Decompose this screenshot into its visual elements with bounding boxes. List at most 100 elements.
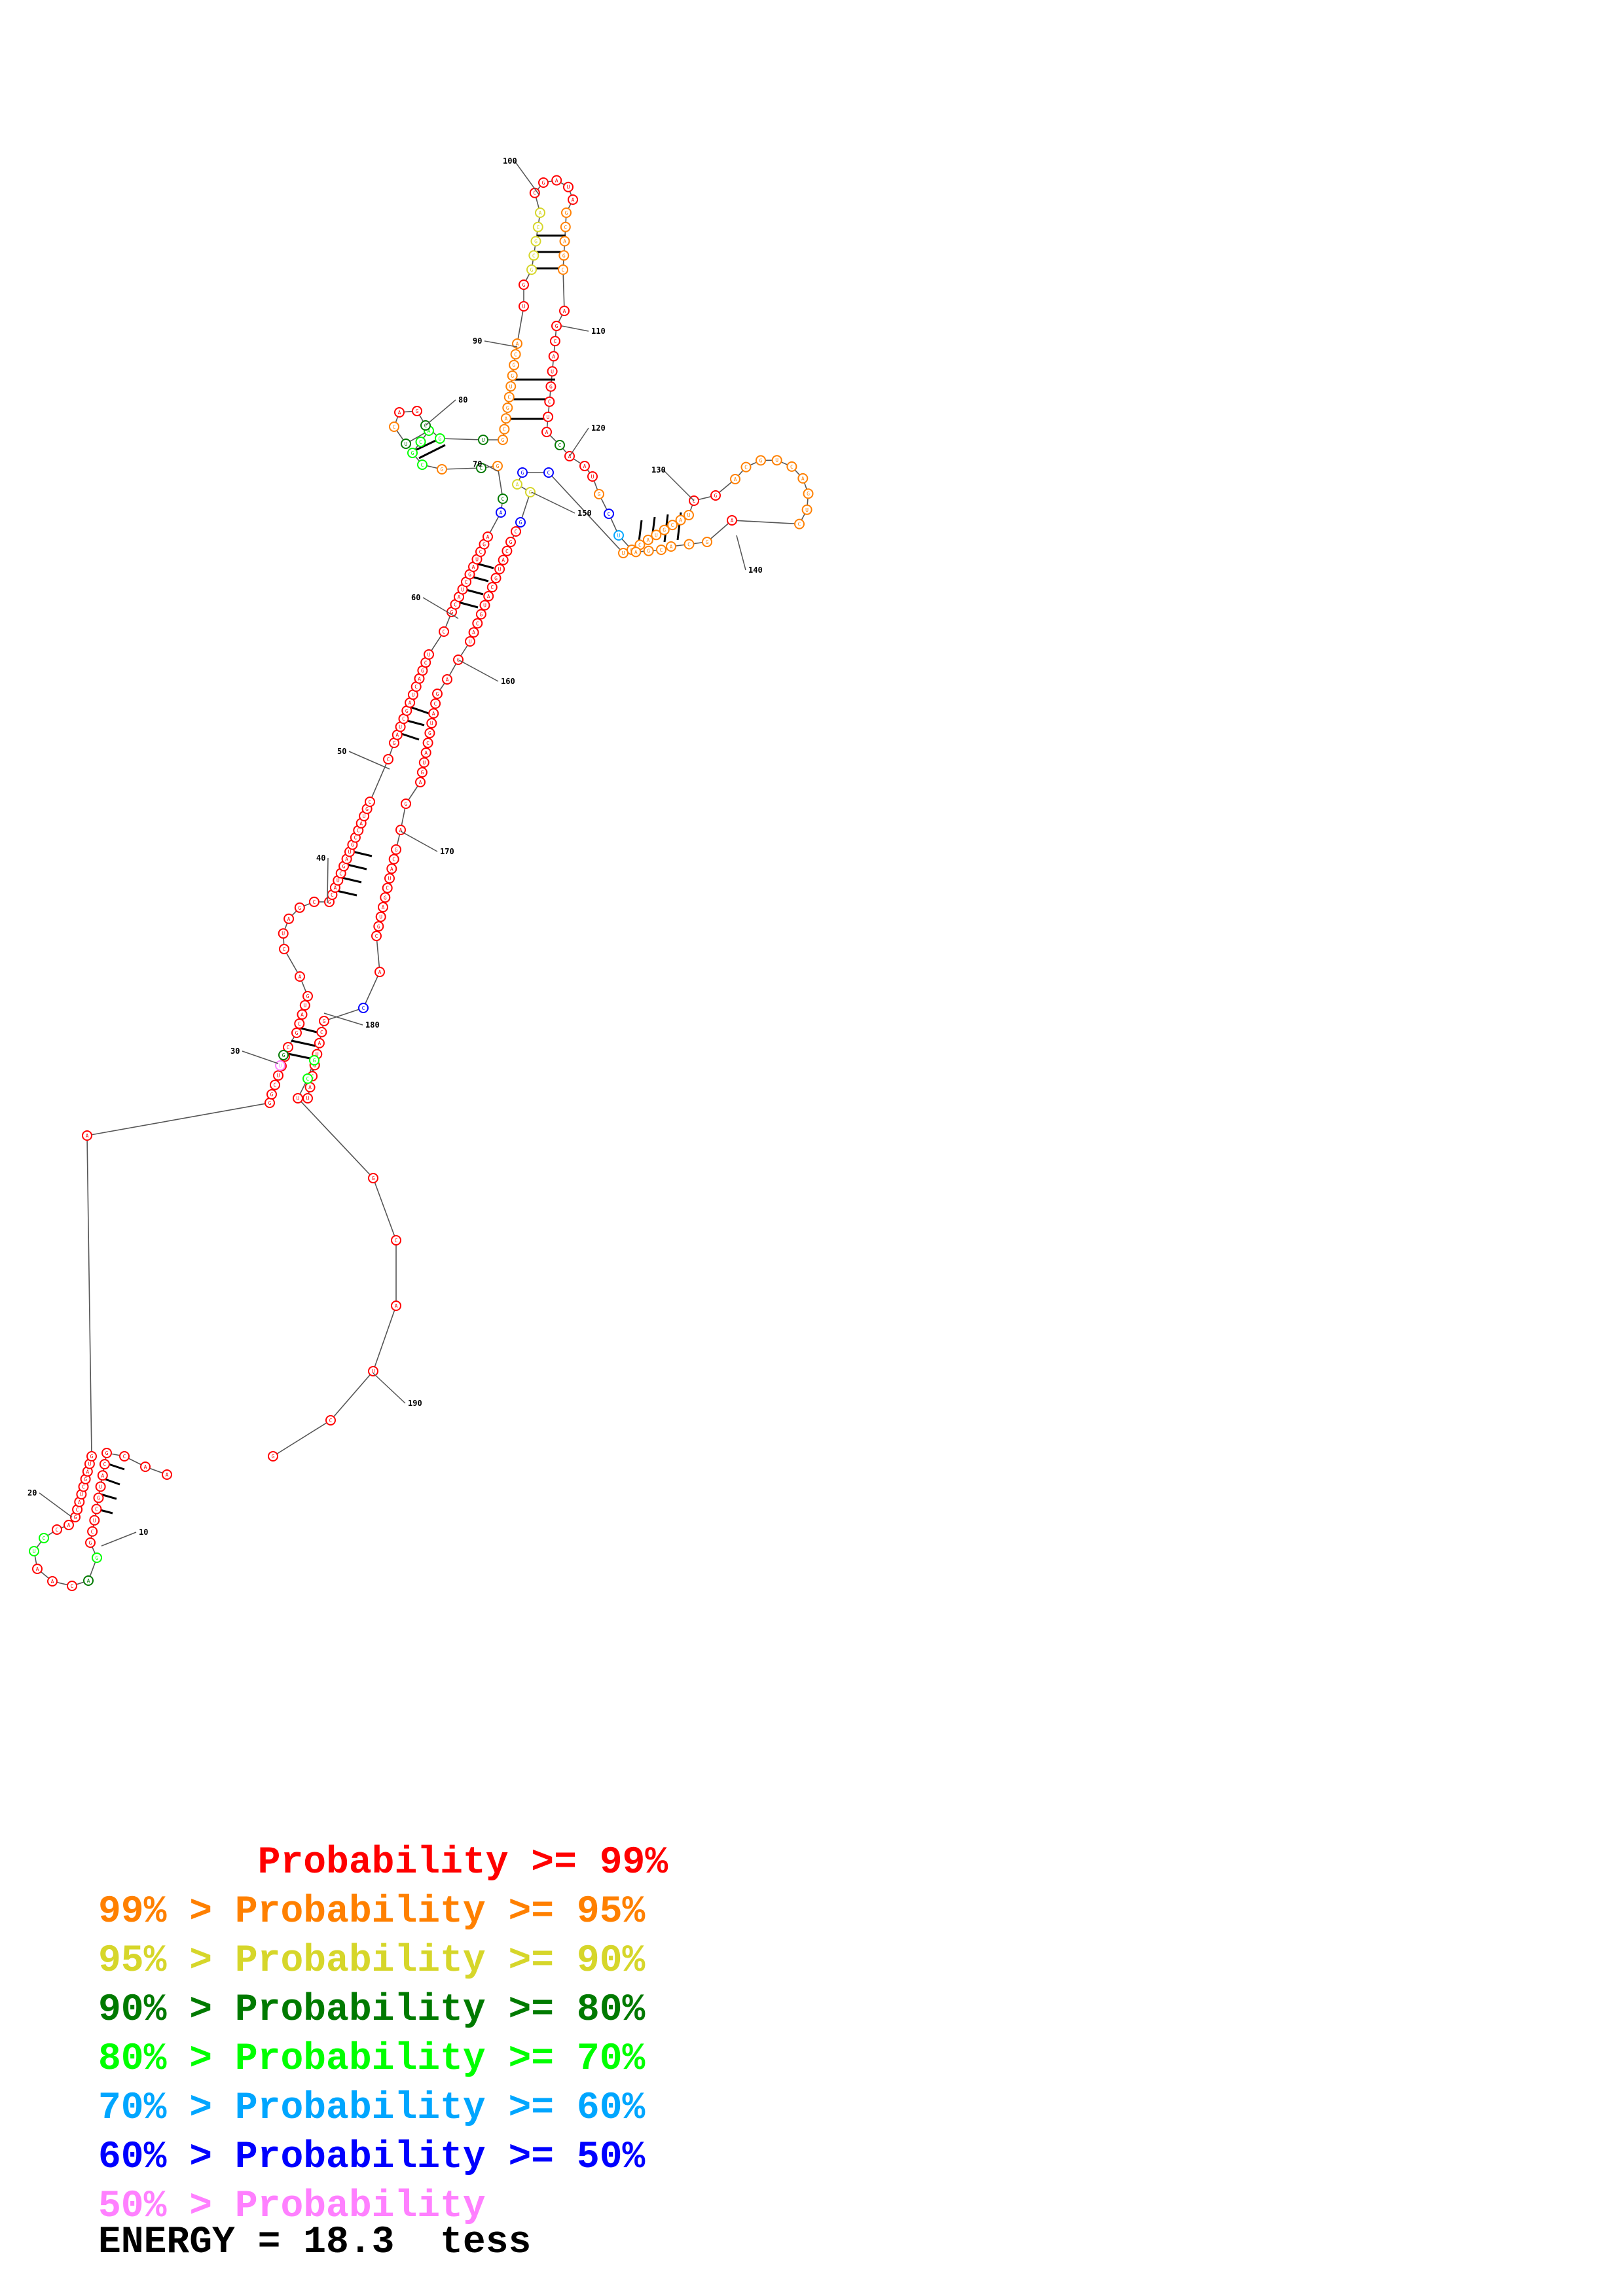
nucleotide-letter: G xyxy=(395,847,398,853)
nucleotide-circle xyxy=(630,547,642,558)
nucleotide-circle xyxy=(587,471,598,482)
nucleotide-letter: A xyxy=(318,1041,321,1047)
nucleotide-letter: U xyxy=(567,185,570,190)
nucleotide-circle xyxy=(501,545,513,556)
nucleotide-letter: C xyxy=(790,464,793,470)
nucleotide-letter: C xyxy=(123,1454,126,1460)
nucleotide-letter: C xyxy=(357,828,360,834)
nucleotide-letter: A xyxy=(501,558,505,564)
nucleotide-letter: G xyxy=(421,668,424,674)
nucleotide: G xyxy=(538,177,549,188)
nucleotide: C xyxy=(391,1235,401,1246)
nucleotide-letter: G xyxy=(96,1555,99,1561)
nucleotide: A xyxy=(420,747,431,758)
nucleotide-letter: A xyxy=(679,518,682,524)
nucleotide-circle xyxy=(382,882,393,893)
nucleotide-letter: G xyxy=(439,436,442,442)
nucleotide-circle xyxy=(561,207,572,218)
nucleotide-circle xyxy=(475,609,486,620)
nucleotide: G xyxy=(85,1537,96,1548)
nucleotide-letter: U xyxy=(509,384,513,389)
nucleotide-letter: A xyxy=(516,341,519,347)
nucleotide-letter: G xyxy=(441,467,444,473)
nucleotide-circle xyxy=(476,463,486,473)
nucleotide-letter: U xyxy=(591,474,594,480)
position-label: 180 xyxy=(365,1020,380,1030)
nucleotide: A xyxy=(468,627,479,638)
nucleotide: C xyxy=(549,336,560,347)
nucleotide-letter: G xyxy=(295,1030,299,1036)
nucleotide-circle xyxy=(407,448,418,458)
nucleotide-circle xyxy=(283,1042,293,1052)
nucleotide-letter: G xyxy=(647,548,650,554)
nucleotide: A xyxy=(568,194,578,205)
nucleotide: A xyxy=(428,708,439,719)
position-leader-line xyxy=(101,1532,137,1547)
nucleotide-circle xyxy=(667,520,678,531)
nucleotide-letter: U xyxy=(655,532,658,538)
position-label: 90 xyxy=(473,336,482,346)
nucleotide-circle xyxy=(675,514,686,526)
nucleotide: A xyxy=(374,967,385,977)
nucleotide-letter: G xyxy=(365,806,369,812)
backbone-line xyxy=(33,179,809,1587)
nucleotide-letter: C xyxy=(443,629,446,635)
nucleotide-circle xyxy=(560,221,571,232)
nucleotide-letter: C xyxy=(386,886,389,891)
nucleotide-letter: A xyxy=(487,594,490,600)
nucleotide: G xyxy=(490,573,501,584)
nucleotide: G xyxy=(594,489,604,499)
nucleotide: U xyxy=(273,1070,283,1081)
nucleotide-circle xyxy=(642,534,653,545)
nucleotide: C xyxy=(532,221,543,232)
nucleotide-letter: A xyxy=(486,534,490,540)
nucleotide-circle xyxy=(526,264,537,275)
nucleotide: A xyxy=(483,590,494,601)
nucleotide-circle xyxy=(544,396,555,407)
nucleotide: G xyxy=(803,488,814,499)
nucleotide-circle xyxy=(543,467,554,478)
nucleotide-letter: A xyxy=(552,353,555,359)
position-leader-line xyxy=(531,492,575,514)
nucleotide-circle xyxy=(549,336,560,347)
nucleotide: G xyxy=(401,798,411,809)
nucleotide-letter: C xyxy=(375,933,378,939)
nucleotide-letter: C xyxy=(82,1484,85,1490)
nucleotide-circle xyxy=(384,873,395,884)
legend-line-2: 99% > Probability >= 95% xyxy=(98,1891,646,1933)
nucleotide-letter: G xyxy=(598,492,601,497)
nucleotide: A xyxy=(496,507,506,518)
nucleotide-letter: A xyxy=(428,428,431,434)
position-label: 30 xyxy=(230,1047,240,1056)
nucleotide-letter: U xyxy=(428,652,431,658)
nucleotide-letter: A xyxy=(67,1522,71,1528)
nucleotide-letter: U xyxy=(483,603,486,609)
nucleotide-circle xyxy=(358,1003,369,1013)
nucleotide: G xyxy=(92,1552,102,1563)
position-label: 20 xyxy=(27,1488,37,1498)
nucleotide-circle xyxy=(85,1537,96,1548)
nucleotide-letter: A xyxy=(86,1133,89,1139)
nucleotide: G xyxy=(659,524,670,535)
nucleotide: U xyxy=(618,548,629,558)
nucleotide-circle xyxy=(302,991,313,1001)
nucleotide-letter: U xyxy=(475,557,479,563)
nucleotide-circle xyxy=(291,1028,302,1038)
nucleotide: U xyxy=(478,435,488,445)
nucleotide: A xyxy=(391,1300,401,1311)
nucleotide-circle xyxy=(613,530,624,541)
nucleotide-circle xyxy=(140,1462,151,1472)
nucleotide: G xyxy=(530,236,541,247)
nucleotide-letter: G xyxy=(90,1454,94,1460)
nucleotide-letter: U xyxy=(306,1096,310,1102)
nucleotide: G xyxy=(368,1173,378,1183)
nucleotide-circle xyxy=(29,1546,39,1556)
nucleotide-letter: U xyxy=(363,814,366,819)
nucleotide-circle xyxy=(541,427,552,437)
nucleotide-circle xyxy=(319,1016,329,1026)
base-pair-bond xyxy=(409,706,429,715)
nucleotide: C xyxy=(543,467,554,478)
nucleotide-letter: U xyxy=(372,1369,375,1374)
nucleotide: U xyxy=(613,530,624,541)
nucleotide-circle xyxy=(389,422,399,432)
